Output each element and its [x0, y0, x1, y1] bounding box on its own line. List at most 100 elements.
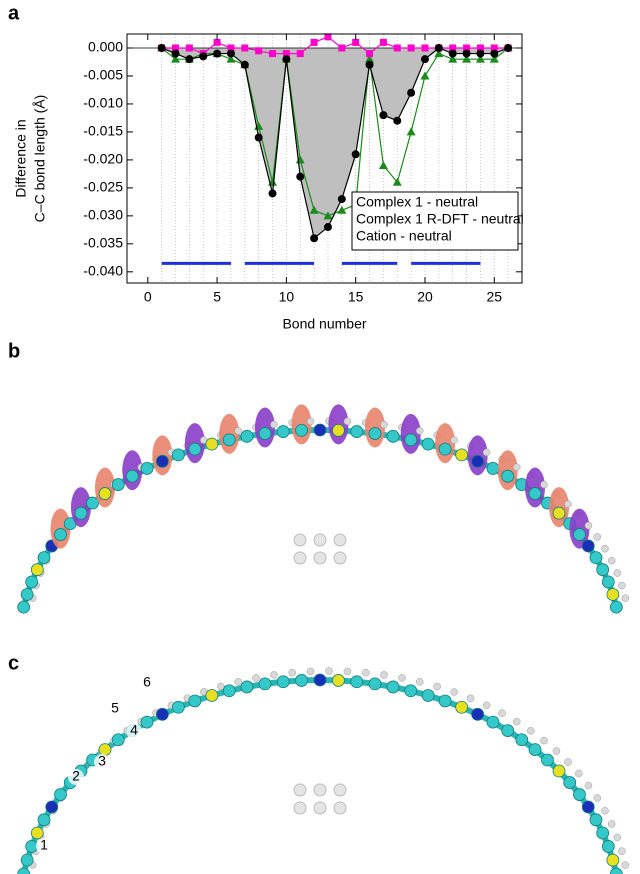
atom	[482, 701, 491, 710]
atom	[252, 674, 260, 682]
atom	[293, 551, 307, 565]
marker	[489, 54, 499, 63]
atom	[306, 667, 315, 676]
atom	[37, 551, 51, 565]
atom	[589, 813, 603, 827]
atom	[37, 813, 51, 827]
y-axis-label: Difference in	[13, 119, 29, 197]
atom	[404, 684, 418, 698]
atom	[584, 781, 593, 790]
y-tick-label: -0.035	[83, 235, 123, 251]
marker	[448, 49, 457, 58]
marker	[323, 223, 332, 232]
atom	[234, 427, 242, 435]
marker	[462, 54, 472, 63]
atom	[205, 689, 219, 702]
molecules: 1 2 3 45 6	[17, 404, 630, 874]
marker	[338, 44, 346, 52]
atom	[564, 500, 572, 508]
atom	[30, 826, 44, 840]
atom	[613, 833, 622, 842]
atom	[601, 840, 615, 853]
atom	[313, 551, 327, 565]
marker	[352, 38, 360, 46]
marker	[172, 44, 180, 52]
marker	[226, 54, 236, 63]
atom	[455, 700, 469, 714]
backbone	[20, 426, 620, 608]
atom	[421, 689, 435, 702]
atom	[270, 671, 278, 679]
panel-label: b	[8, 340, 20, 362]
atom	[258, 677, 272, 691]
marker	[476, 49, 485, 58]
atom	[380, 671, 388, 679]
panel-label: c	[8, 652, 19, 674]
atom	[527, 727, 535, 735]
x-tick-label: 10	[279, 289, 295, 305]
atom	[293, 533, 307, 547]
label-bg	[126, 723, 142, 739]
atom	[584, 521, 593, 530]
legend-label: Complex 1 - neutral	[356, 194, 478, 210]
atom	[325, 667, 333, 675]
x-tick-label: 25	[486, 289, 502, 305]
atom	[515, 733, 529, 747]
marker	[226, 49, 235, 58]
atom	[313, 673, 327, 687]
atom	[380, 420, 388, 429]
atom	[125, 469, 139, 483]
atom	[621, 861, 630, 869]
atom	[188, 694, 202, 708]
atom	[563, 776, 577, 789]
atom	[512, 717, 521, 726]
atom	[450, 436, 458, 444]
atom	[540, 480, 548, 489]
atom	[332, 674, 345, 687]
atom	[618, 847, 626, 855]
atom	[607, 820, 616, 828]
atom	[288, 668, 296, 677]
atom	[552, 747, 561, 755]
marker	[448, 54, 458, 63]
atom	[486, 462, 500, 475]
atom	[362, 668, 370, 677]
atom	[155, 454, 169, 468]
atom	[155, 707, 169, 721]
marker	[434, 49, 444, 58]
atom	[17, 600, 31, 614]
atom	[589, 551, 603, 565]
atom	[205, 437, 219, 451]
atom	[98, 487, 112, 500]
atom	[140, 715, 154, 729]
marker	[407, 44, 415, 52]
atom	[295, 674, 308, 687]
y-axis-label: C–C bond length (Å)	[32, 95, 48, 223]
marker	[213, 38, 221, 46]
atom	[332, 423, 345, 437]
atom	[368, 677, 382, 691]
marker	[420, 55, 429, 64]
marker	[310, 38, 318, 46]
atom	[596, 826, 610, 840]
label-bg	[94, 754, 110, 770]
atom	[171, 700, 185, 714]
marker	[268, 189, 277, 198]
atom	[601, 575, 615, 589]
marker	[255, 47, 263, 55]
atom	[140, 462, 154, 475]
atom	[607, 556, 616, 565]
y-tick-label: -0.010	[83, 95, 123, 111]
atom	[276, 425, 290, 438]
marker	[282, 55, 291, 64]
atom	[313, 533, 327, 547]
atom	[564, 758, 572, 766]
atom	[386, 429, 400, 443]
atom	[386, 680, 400, 694]
atom	[486, 715, 500, 729]
atom	[313, 801, 327, 815]
atom	[421, 437, 435, 451]
atom	[368, 427, 382, 440]
atom	[501, 724, 515, 737]
atom	[398, 674, 406, 682]
